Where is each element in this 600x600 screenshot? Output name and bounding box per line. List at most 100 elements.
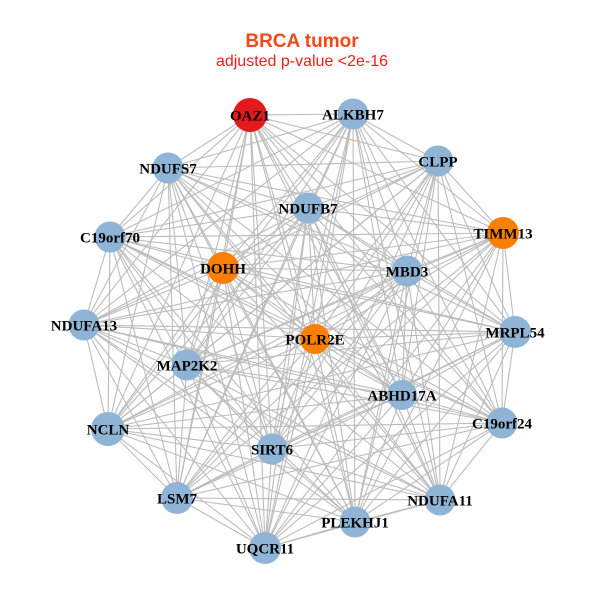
node-UQCR11 [249,532,281,564]
edge-NDUFB7-TIMM13 [307,207,504,234]
edge-C19orf70-DOHH [109,236,224,269]
edge-LSM7-PLEKHJ1 [176,497,356,523]
labels-layer: OAZ1 ALKBH7 CLPP NDUFS7 NDUFB7 TIMM13 C19orf70… [51,107,545,557]
edge-NCLN-NDUFA11 [107,428,441,501]
edge-CLPP-C19orf24 [437,160,503,424]
edge-OAZ1-NDUFA11 [249,114,441,501]
edge-NDUFB7-ABHD17A [307,207,403,396]
edge-MAP2K2-SIRT6 [186,364,273,450]
edge-NDUFA13-POLR2E [83,324,316,340]
edge-POLR2E-NDUFA11 [314,338,441,501]
edge-ABHD17A-UQCR11 [264,394,403,549]
edge-MAP2K2-ABHD17A [186,364,403,396]
edge-NDUFS7-TIMM13 [167,167,504,234]
edge-CLPP-DOHH [222,160,439,269]
edge-C19orf70-ABHD17A [109,236,403,396]
edge-ALKBH7-MBD3 [352,113,408,272]
edge-DOHH-LSM7 [176,267,224,499]
node-label-DOHH: DOHH [200,261,246,277]
edge-NDUFS7-UQCR11 [167,167,266,549]
edge-C19orf24-UQCR11 [264,422,503,549]
edge-MRPL54-LSM7 [176,331,516,499]
node-label-MAP2K2: MAP2K2 [157,358,218,374]
edge-NDUFA13-C19orf24 [83,324,503,424]
plot-title: BRCA tumor [245,31,359,52]
node-MBD3 [391,255,423,287]
edge-ABHD17A-SIRT6 [271,394,403,450]
edge-CLPP-MBD3 [406,160,439,272]
plot-subtitle: adjusted p-value <2e-16 [216,53,388,70]
edge-NDUFS7-MBD3 [167,167,408,272]
edge-OAZ1-NCLN [107,114,251,430]
edge-MBD3-MRPL54 [406,270,516,333]
edge-NDUFA13-MRPL54 [83,324,516,333]
edge-ALKBH7-NDUFS7 [167,113,354,169]
edge-NDUFB7-DOHH [222,207,309,269]
edge-MRPL54-ABHD17A [401,331,516,396]
edge-NDUFS7-C19orf24 [167,167,503,424]
edge-POLR2E-PLEKHJ1 [314,338,356,523]
edge-LSM7-NDUFA11 [176,497,441,501]
edge-MRPL54-MAP2K2 [186,331,516,366]
edge-OAZ1-PLEKHJ1 [249,114,356,523]
node-label-POLR2E: POLR2E [285,332,344,348]
edge-C19orf24-SIRT6 [271,422,503,450]
edge-CLPP-NDUFA13 [83,160,439,326]
node-SIRT6 [256,433,288,465]
node-label-NDUFA13: NDUFA13 [51,318,117,334]
node-MRPL54 [499,316,531,348]
edge-MAP2K2-UQCR11 [186,364,266,549]
edge-SIRT6-PLEKHJ1 [271,448,356,523]
edge-MRPL54-POLR2E [314,331,516,340]
edge-C19orf70-MBD3 [109,236,408,272]
node-label-ABHD17A: ABHD17A [367,388,436,404]
edge-SIRT6-NDUFA11 [271,448,441,501]
edge-TIMM13-DOHH [222,232,504,269]
edge-MRPL54-NCLN [107,331,516,430]
edge-MRPL54-UQCR11 [264,331,516,549]
edge-POLR2E-ABHD17A [314,338,403,396]
edge-ALKBH7-NDUFA11 [352,113,441,501]
edge-OAZ1-CLPP [249,114,439,162]
edge-MBD3-UQCR11 [264,270,408,549]
edge-C19orf24-PLEKHJ1 [354,422,503,523]
edge-NDUFB7-LSM7 [176,207,309,499]
edge-TIMM13-ABHD17A [401,232,504,396]
edge-CLPP-NDUFS7 [167,160,439,169]
node-NDUFA11 [424,484,456,516]
node-label-NDUFA11: NDUFA11 [407,493,473,509]
edge-DOHH-PLEKHJ1 [222,267,356,523]
edge-POLR2E-SIRT6 [271,338,316,450]
edge-NDUFA13-MAP2K2 [83,324,188,366]
edge-DOHH-MRPL54 [222,267,516,333]
node-label-LSM7: LSM7 [157,491,198,507]
edge-ALKBH7-C19orf70 [109,113,354,238]
edge-OAZ1-TIMM13 [249,114,504,234]
edge-ALKBH7-CLPP [352,113,439,162]
node-label-TIMM13: TIMM13 [473,226,532,242]
edge-CLPP-C19orf70 [109,160,439,238]
node-C19orf70 [94,221,126,253]
node-C19orf24 [486,407,518,439]
edge-OAZ1-LSM7 [176,114,251,499]
edge-TIMM13-NDUFA11 [439,232,504,501]
edge-MBD3-MAP2K2 [186,270,408,366]
node-label-NDUFB7: NDUFB7 [278,201,338,217]
node-ABHD17A [387,380,417,410]
edge-MAP2K2-LSM7 [176,364,188,499]
edge-DOHH-UQCR11 [222,267,266,549]
edge-CLPP-UQCR11 [264,160,439,549]
node-label-MRPL54: MRPL54 [485,325,545,341]
edge-CLPP-POLR2E [314,160,439,340]
edge-ALKBH7-SIRT6 [271,113,354,450]
node-NDUFB7 [292,192,324,224]
edge-DOHH-NDUFA11 [222,267,441,501]
edge-NDUFB7-NCLN [107,207,309,430]
edge-NDUFA13-NDUFA11 [83,324,441,501]
edge-NCLN-C19orf24 [107,422,503,430]
edge-OAZ1-POLR2E [249,114,316,340]
node-label-UQCR11: UQCR11 [236,541,294,557]
edge-MAP2K2-C19orf24 [186,364,503,424]
